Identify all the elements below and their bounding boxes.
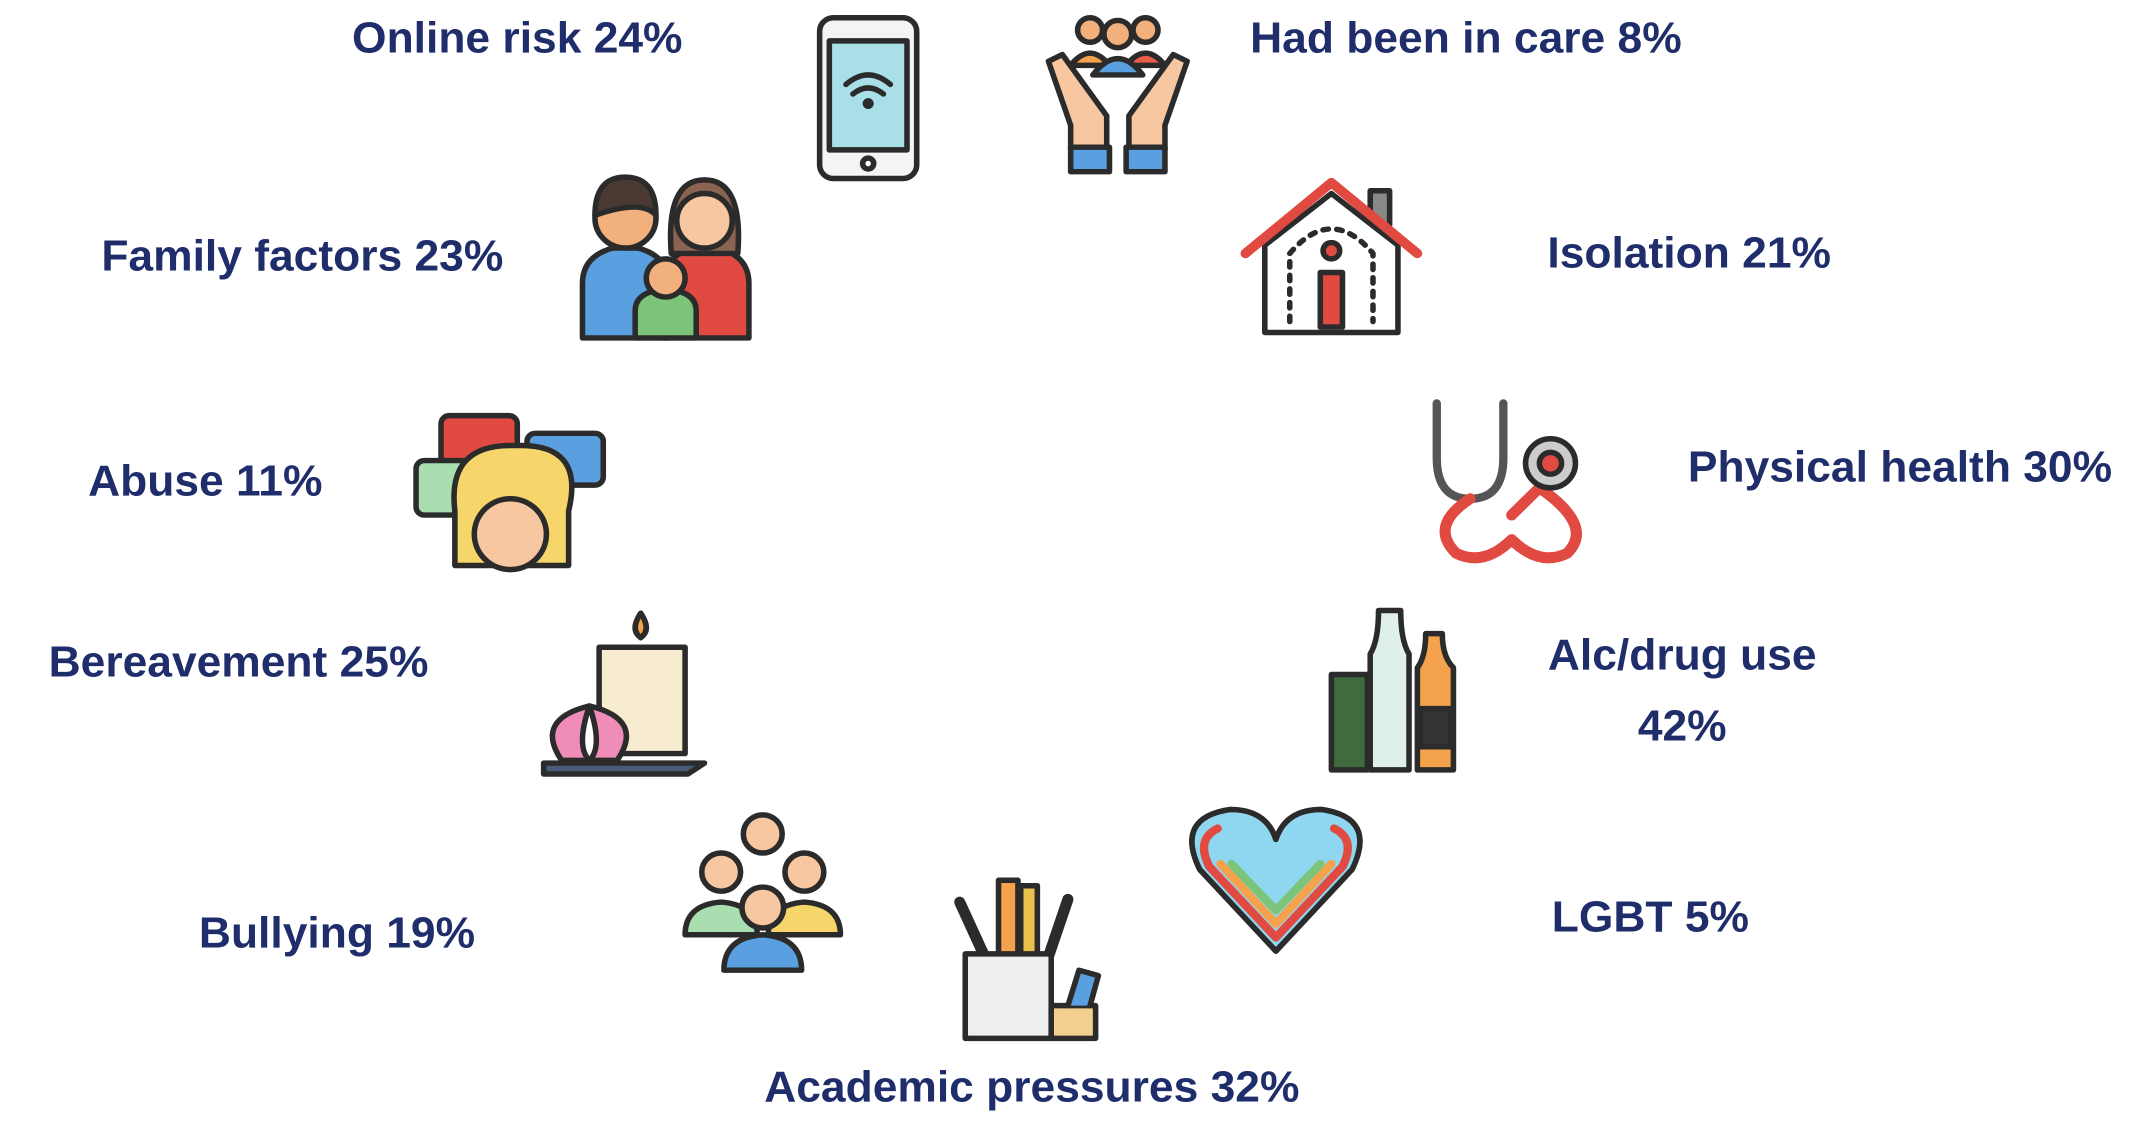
item-label: Alc/drug use: [1548, 631, 1817, 680]
item-label: Bullying 19%: [199, 909, 475, 958]
item-label: Bereavement 25%: [49, 638, 429, 687]
house-icon: [1240, 177, 1423, 336]
item-label: 42%: [1638, 702, 1727, 751]
icons: [413, 14, 1582, 1042]
group-icon: [682, 812, 844, 973]
stethoscope-icon: [1432, 399, 1582, 564]
item-label: Online risk 24%: [352, 14, 682, 63]
item-label: Isolation 21%: [1547, 229, 1831, 278]
phone-icon: [816, 14, 920, 182]
item-label: Abuse 11%: [88, 457, 322, 506]
family-icon: [579, 174, 752, 341]
bottles-icon: [1328, 607, 1457, 773]
item-label: Family factors 23%: [101, 232, 503, 281]
heart-icon: [1189, 806, 1363, 954]
item-label: Academic pressures 32%: [764, 1063, 1299, 1112]
abuse-icon: [413, 412, 607, 573]
item-label: Physical health 30%: [1688, 443, 2112, 492]
item-label: Had been in care 8%: [1250, 14, 1682, 63]
care-icon: [1045, 14, 1190, 175]
candle-icon: [540, 610, 708, 777]
item-label: LGBT 5%: [1552, 893, 1749, 942]
pencils-icon: [954, 877, 1102, 1042]
